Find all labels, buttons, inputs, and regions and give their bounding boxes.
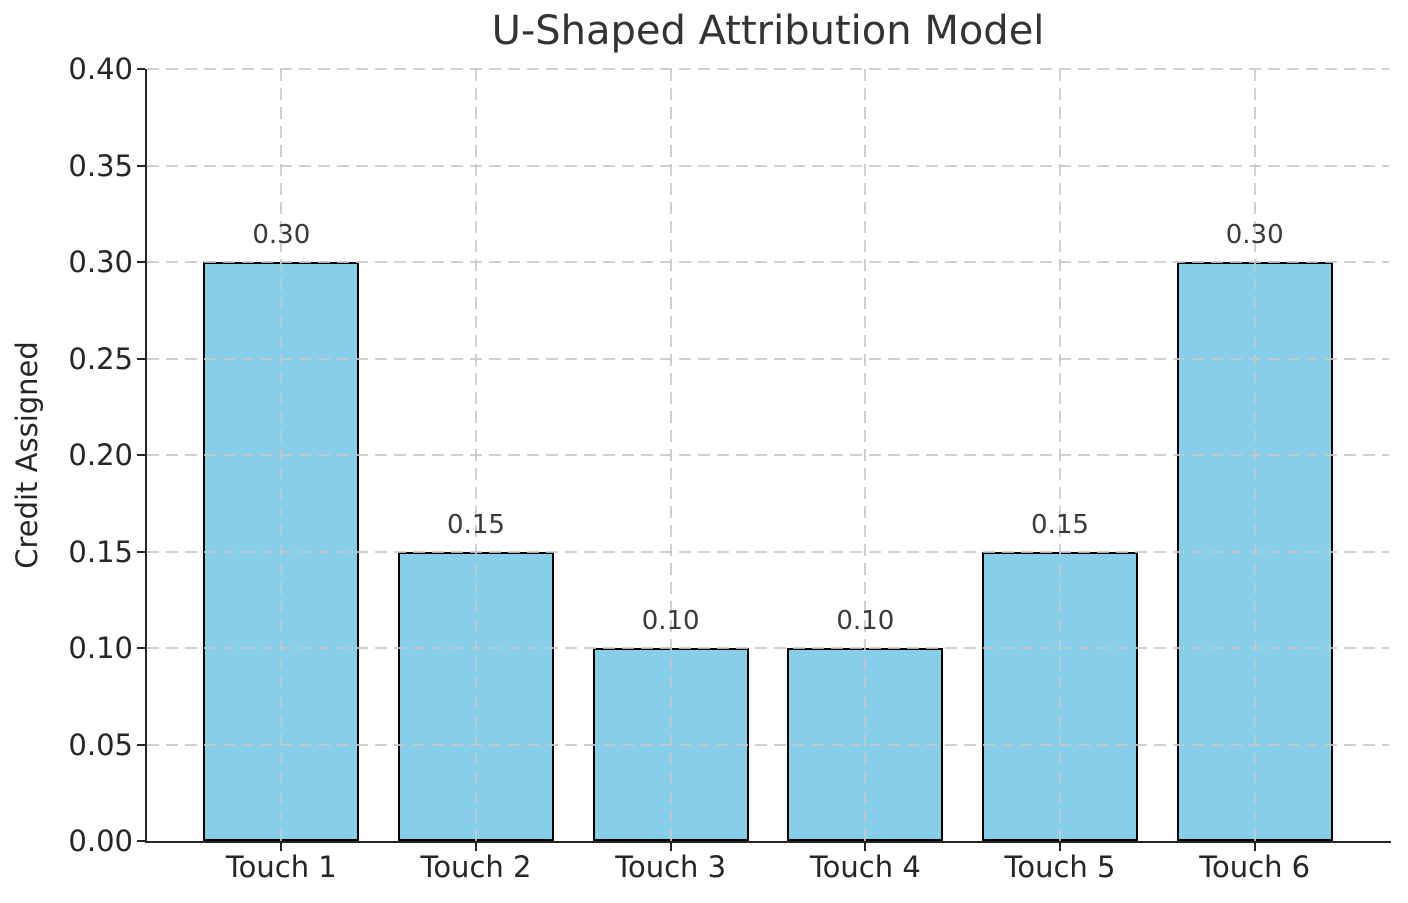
y-tick-label: 0.40 — [68, 52, 133, 86]
bar-value-label: 0.30 — [252, 220, 311, 250]
x-axis-spine — [145, 841, 1391, 843]
y-axis-tick — [137, 840, 145, 842]
y-tick-label: 0.10 — [68, 631, 133, 665]
y-axis-tick — [137, 550, 145, 553]
y-axis-tick — [137, 68, 145, 70]
y-axis-tick — [137, 357, 145, 360]
x-axis-tick — [864, 843, 867, 851]
y-tick-label: 0.30 — [68, 245, 133, 279]
bar-value-label: 0.15 — [447, 509, 505, 540]
x-tick-label: Touch 3 — [615, 850, 727, 884]
chart-title: U-Shaped Attribution Model — [491, 8, 1045, 54]
x-axis-tick — [1059, 843, 1061, 851]
y-axis-tick — [137, 647, 145, 649]
bar-value-label: 0.10 — [836, 606, 895, 636]
y-tick-label: 0.35 — [68, 148, 133, 183]
bar-value-label: 0.10 — [641, 606, 700, 636]
gridline-vertical — [864, 69, 867, 841]
x-axis-tick — [669, 843, 672, 851]
gridline-horizontal — [147, 357, 1389, 360]
y-tick-label: 0.00 — [68, 824, 133, 858]
y-tick-label: 0.15 — [68, 534, 133, 569]
y-axis-tick — [137, 743, 145, 746]
y-axis-spine — [145, 69, 147, 843]
y-tick-label: 0.05 — [68, 727, 133, 762]
x-axis-tick — [1253, 843, 1256, 851]
gridline-horizontal — [147, 261, 1389, 263]
gridline-vertical — [669, 69, 672, 841]
y-axis-tick — [137, 454, 145, 456]
bar-value-label: 0.30 — [1225, 220, 1284, 250]
x-tick-label: Touch 5 — [1004, 850, 1116, 884]
gridline-horizontal — [147, 164, 1389, 167]
gridline-horizontal — [147, 743, 1389, 746]
gridline-vertical — [474, 69, 477, 841]
plot-area: 0.30 0.15 0.10 0.10 0.15 0.30 — [137, 68, 1391, 851]
gridline-vertical — [1253, 69, 1256, 841]
x-tick-label: Touch 1 — [225, 850, 337, 884]
x-tick-label: Touch 4 — [809, 850, 921, 884]
x-axis-tick — [280, 843, 283, 851]
gridline-vertical — [280, 69, 283, 841]
x-tick-label: Touch 2 — [420, 850, 532, 884]
y-axis-tick — [137, 164, 145, 167]
y-axis-tick — [137, 261, 145, 263]
gridline-horizontal — [147, 454, 1389, 456]
x-axis-tick — [474, 843, 477, 851]
bar-value-label: 0.15 — [1031, 509, 1089, 540]
gridline-horizontal — [147, 68, 1389, 71]
y-tick-label: 0.20 — [68, 438, 133, 472]
gridline-horizontal — [147, 550, 1389, 553]
gridline-vertical — [1059, 69, 1061, 841]
y-tick-label: 0.25 — [68, 341, 133, 376]
gridline-horizontal — [147, 647, 1389, 649]
x-tick-label: Touch 6 — [1199, 850, 1311, 884]
